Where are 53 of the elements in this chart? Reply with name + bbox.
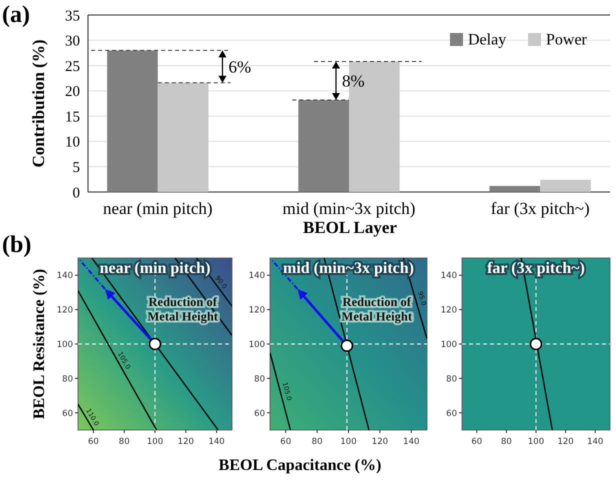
y-tick-label: 5: [72, 160, 80, 176]
y-tick-label: 30: [65, 34, 80, 50]
x-tick-label: 60: [471, 437, 482, 447]
y-tick-label: 80: [446, 374, 457, 384]
y-tick-label: 100: [440, 340, 457, 350]
y-tick-label: 140: [56, 271, 73, 282]
x-tick-label: 60: [88, 437, 99, 447]
y-tick-label: 60: [446, 408, 457, 419]
y-tick-label: 140: [248, 271, 265, 282]
y-tick-label: 100: [56, 340, 73, 350]
x-axis-title: BEOL Layer: [303, 218, 398, 237]
x-axis-title: BEOL Capacitance (%): [218, 457, 382, 474]
y-tick-label: 100: [248, 340, 265, 350]
legend-label: Power: [546, 32, 588, 49]
y-tick-label: 15: [65, 109, 80, 126]
x-tick-label: 140: [587, 437, 604, 447]
y-tick-label: 120: [248, 306, 265, 316]
x-tick-label: 80: [500, 437, 512, 447]
annotation: 8%: [342, 72, 365, 91]
y-tick-label: 120: [56, 306, 73, 316]
x-tick-label: 60: [280, 437, 292, 447]
text: (b): [2, 232, 32, 258]
legend-label: Delay: [468, 32, 506, 49]
y-tick-label: 120: [440, 306, 457, 316]
annotation: Reduction of Metal Height: [147, 295, 219, 324]
y-axis-title: Contribution (%): [29, 40, 48, 168]
text: (a): [2, 2, 30, 28]
x-tick-label: 120: [178, 437, 194, 447]
y-tick-label: 140: [440, 271, 457, 282]
y-tick-label: 10: [65, 134, 80, 151]
x-tick-label: mid (min~3x pitch): [282, 199, 416, 218]
y-tick-label: 80: [254, 374, 265, 384]
y-tick-label: 60: [62, 408, 73, 419]
x-tick-label: 120: [557, 437, 574, 447]
x-tick-label: 80: [312, 437, 323, 447]
x-tick-label: 140: [208, 437, 225, 447]
x-tick-label: 100: [528, 437, 544, 447]
x-tick-label: 120: [372, 437, 388, 447]
y-tick-label: 80: [62, 374, 73, 384]
y-tick-label: 25: [65, 58, 80, 75]
y-tick-label: 60: [254, 408, 265, 419]
x-tick-label: 140: [403, 437, 420, 447]
x-tick-label: 80: [118, 437, 130, 447]
annotation: Reduction of Metal Height: [342, 295, 413, 324]
x-tick-label: far (3x pitch~): [490, 199, 590, 218]
x-tick-label: near (min pitch): [103, 199, 213, 218]
x-tick-label: 100: [146, 437, 164, 447]
y-tick-label: 0: [72, 185, 80, 202]
y-axis-title: BEOL Resistance (%): [31, 268, 48, 420]
y-tick-label: 35: [65, 8, 80, 24]
y-tick-label: 20: [65, 84, 80, 100]
annotation: 6%: [228, 58, 252, 77]
x-tick-label: 100: [340, 437, 357, 447]
